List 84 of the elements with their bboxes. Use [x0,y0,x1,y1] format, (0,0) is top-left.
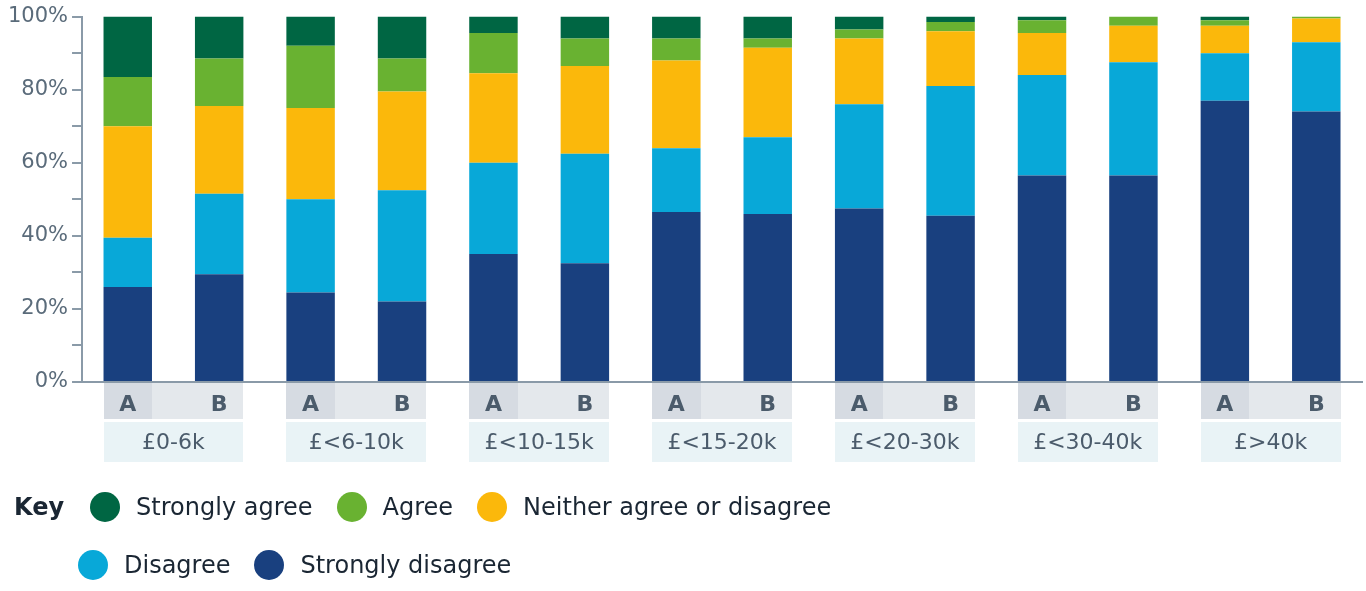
legend-label: Neither agree or disagree [523,493,832,521]
legend-label: Disagree [124,551,231,579]
bar [103,237,152,287]
bar [1292,18,1341,43]
text: £>40k [1200,422,1341,462]
bar [560,16,610,39]
text: £<20-30k [834,422,975,462]
bar [103,16,152,77]
bar [377,190,427,302]
bar [1109,25,1158,63]
bar [926,31,975,87]
bar [194,16,244,59]
bar [286,199,335,293]
x-tick-label: A [850,390,868,416]
bar [1292,42,1341,112]
y-tick-label: 100% [7,3,69,28]
bar [926,86,975,216]
bar [560,153,610,264]
x-tick-label: A [484,390,502,416]
y-tick-label: 60% [21,149,69,174]
y-tick-label: 0% [34,368,69,393]
bar [1017,75,1067,176]
bar [377,16,427,59]
y-tick-label: 80% [21,76,69,101]
text: £<30-40k [1017,422,1158,462]
bar [103,76,152,127]
bar [743,47,792,138]
bar [194,193,244,275]
bar [834,38,884,105]
x-tick-label: A [302,390,320,416]
text: £<10-15k [469,422,610,462]
x-tick-label: B [1307,390,1325,416]
bar [103,126,152,238]
bar [834,29,884,39]
x-tick-label: B [1125,390,1142,416]
x-tick-label: B [210,390,228,416]
bar [560,65,610,154]
x-tick-label: B [942,390,959,416]
bar [1200,53,1250,101]
bar [652,148,701,213]
bar [469,162,518,255]
x-tick-label: B [393,390,411,416]
bar [194,58,244,107]
bar [377,91,427,191]
x-tick-label: A [667,390,685,416]
x-tick-label: A [1033,390,1051,416]
bar [469,73,518,163]
y-tick-label: 40% [21,222,69,247]
text: £<6-10k [286,422,427,462]
bar [194,106,244,194]
bar [1017,20,1067,34]
legend-label: Agree [382,493,454,521]
x-tick-label: A [119,390,137,416]
legend-label: Strongly agree [136,493,313,521]
text: £0-6k [103,422,244,462]
bar [286,45,335,108]
x-tick-label: B [576,390,594,416]
bar [469,33,518,74]
bar [286,16,335,46]
bar [652,38,701,61]
x-tick-label: A [1216,390,1234,416]
bar [652,60,701,149]
bar [286,107,335,200]
bar [469,16,518,34]
bar [1200,25,1250,54]
bar [1109,62,1158,176]
bar [926,22,975,32]
bar [560,38,610,66]
legend-label: Strongly disagree [300,551,512,579]
bar [743,137,792,214]
y-tick-label: 20% [21,295,69,320]
bar [743,38,792,48]
bar [926,16,975,23]
bar [377,58,427,92]
bar [1017,33,1067,76]
bar [834,104,884,209]
text: £<15-20k [652,422,792,462]
bar [652,16,701,39]
bar [834,16,884,30]
x-tick-label: B [759,390,777,416]
bar [1200,20,1250,26]
bar [743,16,792,39]
bar [1109,16,1158,26]
legend-title: Key [14,493,65,521]
